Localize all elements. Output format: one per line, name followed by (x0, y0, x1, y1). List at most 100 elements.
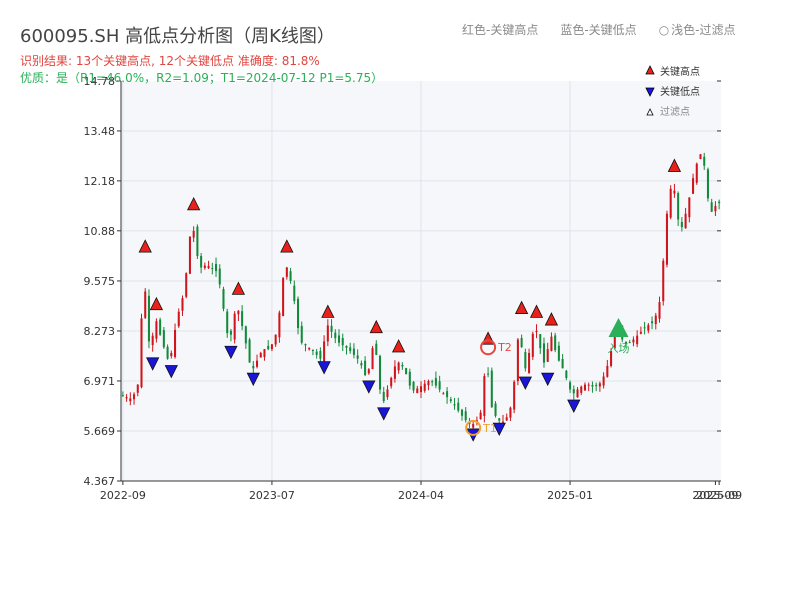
candle-body (211, 268, 214, 270)
candle-body (405, 368, 408, 375)
candle-body (323, 341, 326, 363)
key-high-marker (369, 319, 383, 334)
candle-body (296, 298, 300, 328)
candle-body (185, 273, 188, 297)
candle-body (393, 366, 396, 379)
candle-body (449, 399, 452, 401)
candle-body (684, 213, 687, 229)
candle-body (487, 373, 490, 375)
candle-body (170, 352, 173, 357)
candle-body (479, 412, 482, 420)
candle-body (710, 202, 713, 212)
candle-body (218, 268, 221, 285)
candle-body (587, 384, 590, 386)
x-axis-ticks: 2022-09 2023-07 2024-04 2025-01 2025-092025-… (100, 481, 742, 502)
candle-body (624, 341, 627, 345)
candle-body (520, 337, 523, 348)
legend-filter-text: 过滤点 (660, 105, 690, 118)
candle-body (401, 364, 404, 367)
key-high-marker (391, 339, 406, 353)
candle-body (419, 386, 423, 393)
candle-body (244, 326, 247, 344)
candle-body (248, 339, 251, 363)
candle-body (293, 285, 296, 302)
y-tick-label: 5.669 (84, 425, 116, 438)
y-tick-label: 4.367 (84, 475, 116, 488)
candle-body (151, 335, 154, 346)
candle-body (133, 394, 136, 400)
candle-body (602, 376, 605, 386)
candle-body (695, 163, 698, 183)
candle-body (129, 398, 132, 402)
candle-body (651, 321, 654, 324)
candle-body (229, 330, 232, 335)
candle-body (412, 381, 415, 391)
candle-body (252, 365, 255, 369)
candle-body (330, 325, 333, 332)
candle-body (531, 333, 534, 357)
candle-body (282, 278, 285, 317)
candle-body (516, 339, 519, 382)
candle-body (278, 312, 281, 338)
candle-body (546, 349, 549, 362)
candle-body (408, 371, 411, 386)
candle-body (140, 318, 143, 388)
candle-body (181, 298, 184, 311)
candle-body (311, 349, 314, 352)
candle-body (513, 381, 516, 410)
key-high-marker (149, 296, 164, 311)
candle-body (166, 346, 169, 359)
candle-body (241, 311, 244, 327)
candle-body (561, 358, 564, 369)
t2-circle (480, 339, 497, 356)
candle-body (337, 335, 341, 343)
candle-body (144, 291, 147, 318)
candle-body (423, 383, 426, 391)
candle-body (703, 156, 706, 166)
candle-body (438, 381, 441, 390)
candle-body (632, 339, 635, 343)
candle-body (121, 395, 124, 397)
candle-body (539, 334, 542, 349)
key-low-marker (317, 361, 331, 375)
candle-body (453, 404, 456, 406)
candle-body (285, 267, 288, 277)
candle-body (364, 360, 367, 376)
legend-filter-marker (646, 108, 654, 116)
candles (121, 152, 721, 434)
candle-body (174, 329, 177, 358)
key-low-marker (541, 372, 555, 387)
candle-body (501, 421, 505, 423)
y-axis-ticks: 4.367 5.669 6.971 8.273 9.575 10.88 12.18 13.48… (84, 75, 721, 488)
candle-body (274, 334, 277, 345)
candle-body (203, 265, 206, 268)
key-high-marker (544, 312, 559, 326)
x-tick-label: 2025-01 (547, 489, 593, 502)
key-low-marker (518, 376, 532, 390)
candle-body (382, 392, 385, 401)
candle-body (580, 386, 583, 393)
x-tick-label: 2025-09 (696, 489, 742, 502)
y-tick-label: 8.273 (84, 325, 116, 338)
candle-body (352, 348, 355, 355)
candle-body (669, 188, 672, 218)
candle-body (188, 236, 191, 274)
candle-body (636, 335, 639, 345)
candle-body (427, 381, 430, 386)
candle-body (237, 310, 240, 315)
key-low-marker (362, 380, 376, 394)
candle-body (300, 325, 303, 343)
candle-body (583, 384, 586, 391)
y-tick-label: 9.575 (84, 275, 116, 288)
plot-legend: 关键高点 关键低点 过滤点 (645, 65, 700, 118)
candle-body (524, 352, 527, 369)
candle-body (159, 319, 162, 335)
candle-body (390, 377, 393, 387)
entry-label: 入场 (608, 341, 630, 355)
candle-body (464, 411, 467, 421)
candle-body (289, 271, 292, 281)
candle-body (397, 362, 400, 371)
candle-body (550, 336, 553, 351)
candle-body (535, 330, 538, 333)
candle-body (226, 311, 229, 334)
